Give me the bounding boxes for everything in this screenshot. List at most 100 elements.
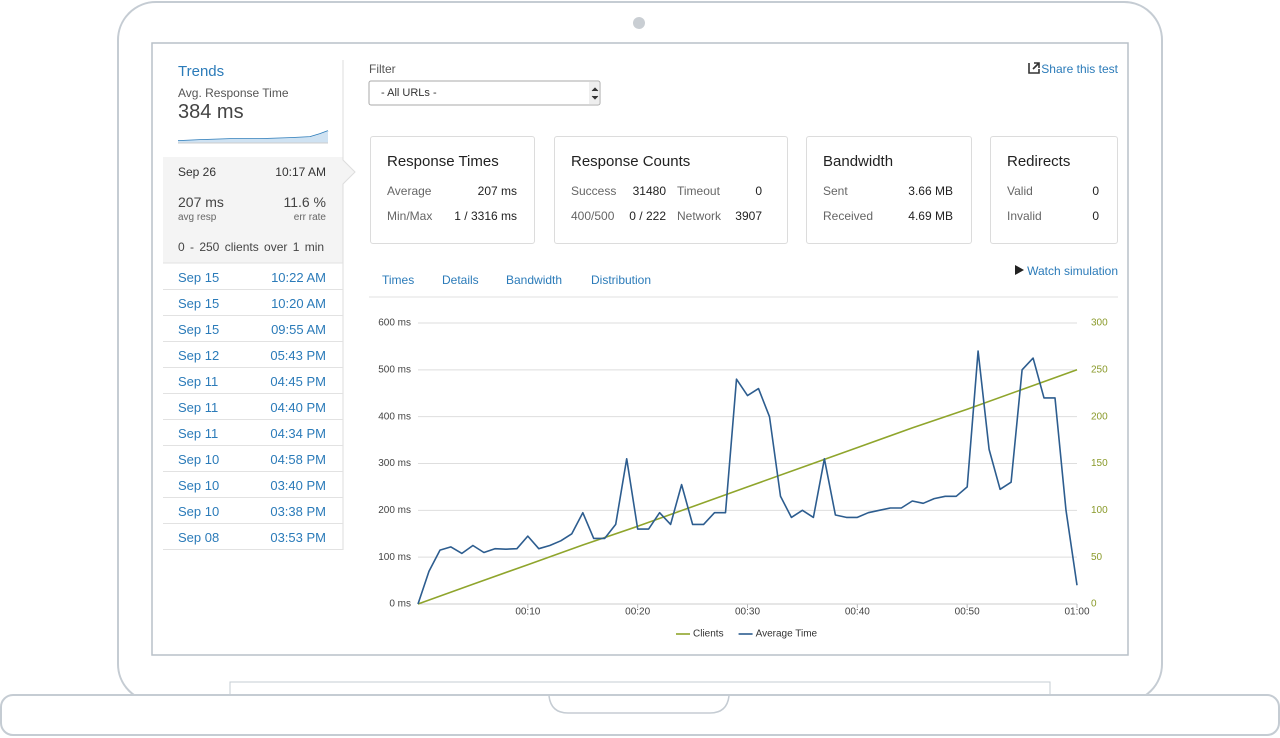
tab[interactable]: Bandwidth: [506, 273, 563, 287]
test-row[interactable]: Sep 15 10:22 AM: [163, 264, 343, 290]
card: Response Counts Success 31480 Timeout 0 400/5…: [554, 136, 788, 244]
test-row[interactable]: Sep 15 10:20 AM: [163, 290, 343, 316]
share-link[interactable]: Share this test: [1041, 62, 1118, 76]
test-time[interactable]: 04:45 PM: [270, 374, 326, 389]
card-value: 3907: [735, 209, 762, 223]
sidebar-title[interactable]: Trends: [178, 63, 225, 80]
test-row[interactable]: Sep 10 03:38 PM: [163, 498, 343, 524]
test-time[interactable]: 10:20 AM: [271, 296, 326, 311]
tab[interactable]: Details: [442, 273, 479, 287]
y-tick-label: 100 ms: [378, 552, 411, 563]
card-label: Valid: [1007, 184, 1033, 198]
test-time[interactable]: 05:43 PM: [270, 348, 326, 363]
test-date[interactable]: Sep 10: [178, 452, 220, 467]
x-tick-label: 00:40: [845, 607, 870, 618]
test-row[interactable]: Sep 11 04:40 PM: [163, 394, 343, 420]
card-label: Success: [571, 184, 617, 198]
test-row[interactable]: Sep 11 04:45 PM: [163, 368, 343, 394]
card-title: Bandwidth: [823, 153, 894, 170]
test-date[interactable]: Sep 12: [178, 348, 220, 363]
test-row[interactable]: Sep 12 05:43 PM: [163, 342, 343, 368]
test-row[interactable]: Sep 15 09:55 AM: [163, 316, 343, 342]
tab[interactable]: Distribution: [591, 273, 652, 287]
y2-tick-label: 300: [1091, 318, 1108, 329]
selected-date: Sep 26: [178, 165, 217, 179]
card-label: Network: [677, 209, 722, 223]
test-time[interactable]: 04:40 PM: [270, 400, 326, 415]
selected-err-label: err rate: [293, 212, 326, 223]
x-tick-label: 01:00: [1064, 607, 1089, 618]
card-label: Invalid: [1007, 209, 1042, 223]
card-label: Timeout: [677, 184, 720, 198]
y2-tick-label: 200: [1091, 411, 1108, 422]
selected-err: 11.6 %: [283, 194, 326, 210]
card: Bandwidth Sent 3.66 MB Received 4.69 MB: [806, 136, 972, 244]
test-time[interactable]: 03:38 PM: [270, 504, 326, 519]
test-row[interactable]: Sep 10 03:40 PM: [163, 472, 343, 498]
test-date[interactable]: Sep 10: [178, 478, 220, 493]
card-value: 1 / 3316 ms: [454, 209, 517, 223]
card-value: 3.66 MB: [908, 184, 953, 198]
select-handle: [589, 82, 599, 104]
y-tick-label: 0 ms: [389, 599, 411, 610]
card-title: Response Times: [387, 153, 499, 170]
card-title: Redirects: [1007, 153, 1071, 170]
tab[interactable]: Times: [382, 273, 415, 287]
y2-tick-label: 50: [1091, 552, 1103, 563]
selected-clients: 0 - 250 clients over 1 min: [178, 240, 325, 254]
card: Response Times Average 207 ms Min/Max 1 / 33…: [370, 136, 535, 244]
x-tick-label: 00:50: [955, 607, 980, 618]
filter-selected[interactable]: - All URLs -: [381, 87, 437, 99]
screen: [151, 42, 1129, 656]
y2-tick-label: 150: [1091, 458, 1108, 469]
test-date[interactable]: Sep 15: [178, 296, 220, 311]
test-row[interactable]: Sep 10 04:58 PM: [163, 446, 343, 472]
base: [0, 694, 1280, 736]
chart: 0 ms 100 ms 200 ms 300 ms 400 ms 500 ms 600 ms…: [378, 318, 1108, 640]
test-date[interactable]: Sep 11: [178, 374, 219, 389]
selected-avg: 207 ms: [178, 194, 224, 210]
y-tick-label: 400 ms: [378, 411, 411, 422]
hinge: [229, 681, 1051, 697]
card-value: 0 / 222: [629, 209, 666, 223]
sparkline-area: [178, 131, 328, 143]
test-date[interactable]: Sep 11: [178, 426, 219, 441]
card-value: 0: [755, 184, 762, 198]
series-line: [417, 350, 1078, 605]
card-label: Received: [823, 209, 874, 223]
card: Redirects Valid 0 Invalid 0: [990, 136, 1118, 244]
select-arrows: [591, 87, 599, 100]
y2-tick-label: 0: [1091, 599, 1097, 610]
test-date[interactable]: Sep 15: [178, 270, 220, 285]
test-time[interactable]: 10:22 AM: [271, 270, 326, 285]
test-time[interactable]: 03:40 PM: [270, 478, 326, 493]
test-time[interactable]: 04:58 PM: [270, 452, 326, 467]
y-tick-label: 500 ms: [378, 364, 411, 375]
series-line: [417, 369, 1078, 605]
watch-link[interactable]: Watch simulation: [1027, 264, 1118, 278]
share-icon: [1028, 62, 1040, 74]
test-time[interactable]: 09:55 AM: [271, 322, 326, 337]
card-value: 31480: [632, 184, 666, 198]
card-title: Response Counts: [571, 153, 691, 170]
filter-label: Filter: [369, 62, 396, 76]
test-time[interactable]: 04:34 PM: [270, 426, 326, 441]
y2-tick-label: 250: [1091, 364, 1108, 375]
selected-bg: [163, 157, 343, 263]
y-tick-label: 300 ms: [378, 458, 411, 469]
sidebar-subtitle: Avg. Response Time: [178, 86, 289, 100]
test-row[interactable]: Sep 11 04:34 PM: [163, 420, 343, 446]
legend-label: Average Time: [756, 629, 818, 640]
test-date[interactable]: Sep 15: [178, 322, 220, 337]
card-value: 4.69 MB: [908, 209, 953, 223]
test-row[interactable]: Sep 08 03:53 PM: [163, 524, 343, 550]
x-tick-label: 00:10: [515, 607, 540, 618]
test-date[interactable]: Sep 08: [178, 530, 220, 545]
test-time[interactable]: 03:53 PM: [270, 530, 326, 545]
test-date[interactable]: Sep 11: [178, 400, 219, 415]
select-box[interactable]: [368, 80, 601, 106]
test-date[interactable]: Sep 10: [178, 504, 220, 519]
card-label: 400/500: [571, 209, 615, 223]
y-tick-label: 600 ms: [378, 318, 411, 329]
